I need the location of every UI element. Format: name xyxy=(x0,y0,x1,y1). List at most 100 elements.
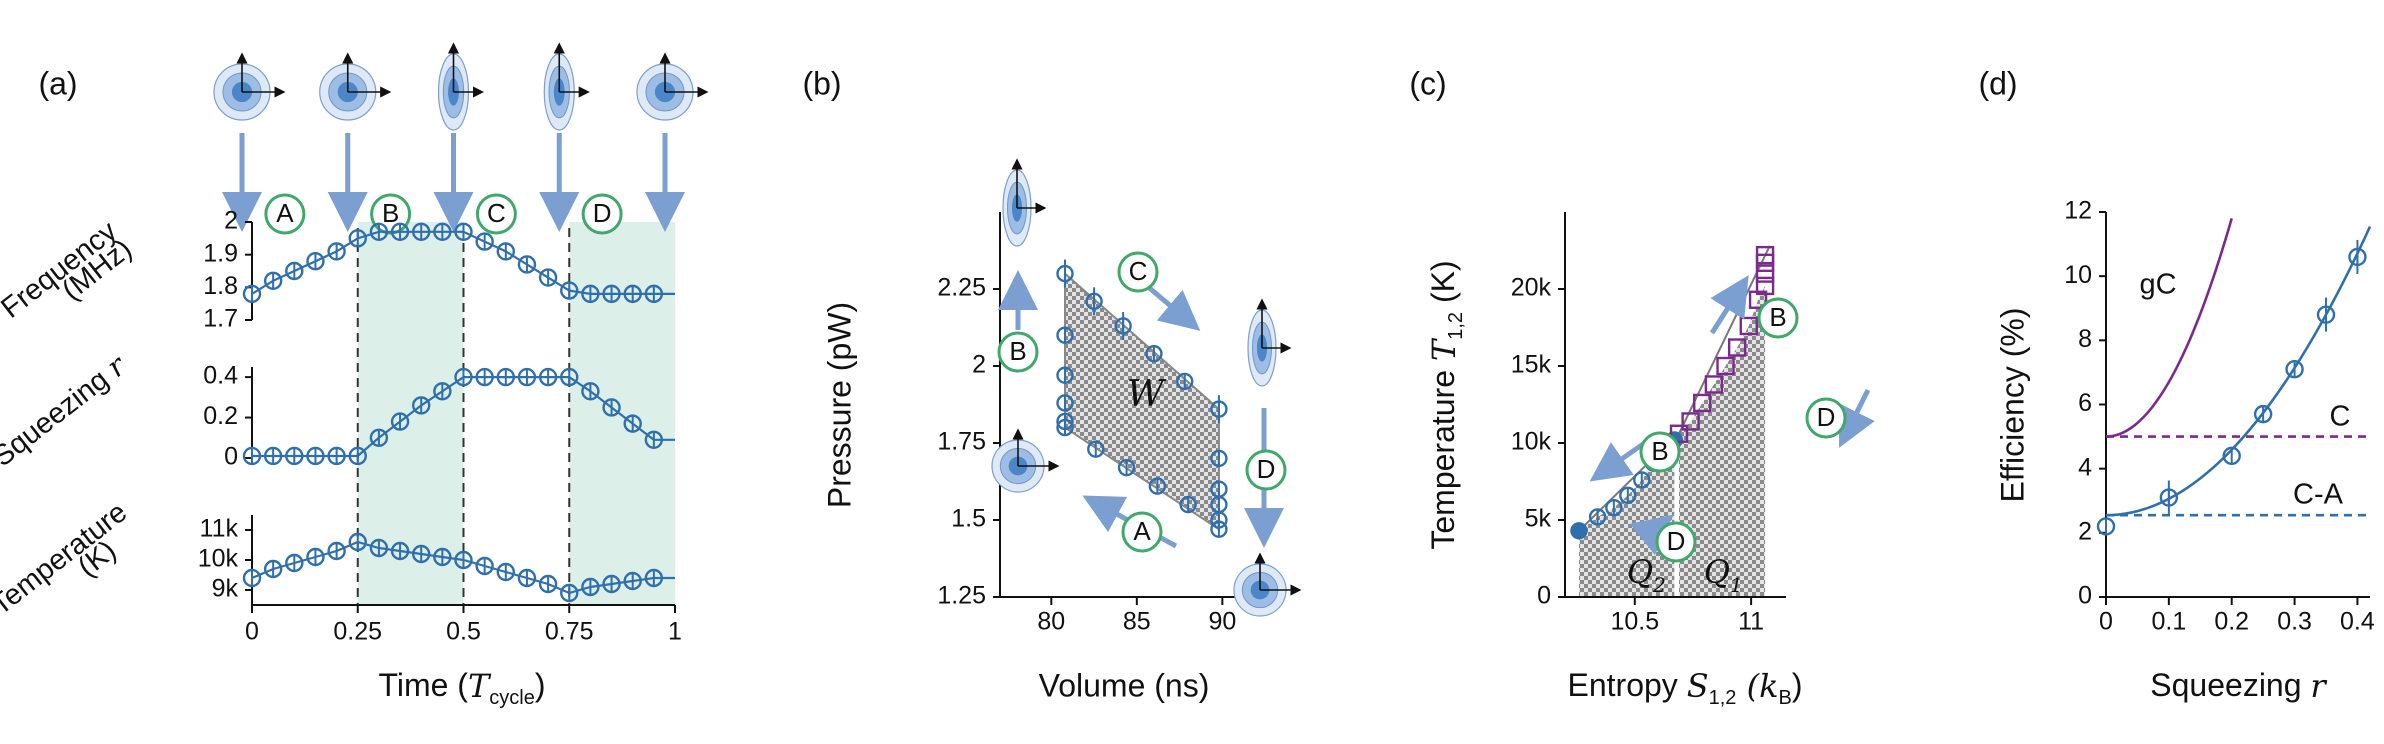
y-axis-label: Squeezing r xyxy=(0,347,134,473)
data-point xyxy=(623,571,642,591)
data-point xyxy=(623,414,642,433)
data-point-t1 xyxy=(1704,375,1724,394)
data-point xyxy=(1148,477,1167,495)
x-axis-label: Squeezing r xyxy=(2150,667,2327,705)
stroke-badge-B: B xyxy=(370,193,412,235)
data-point xyxy=(496,367,515,387)
data-point xyxy=(390,412,410,431)
state-icon-4 xyxy=(636,52,709,121)
x-tick-label: 80 xyxy=(1037,608,1065,636)
line-label-C-A: C-A xyxy=(2293,479,2344,511)
state-icon-top-left xyxy=(1002,158,1047,247)
stroke-badge-D-ring xyxy=(1245,449,1287,491)
stroke-badge-D-upper: D xyxy=(1805,397,1847,439)
data-point xyxy=(1210,449,1228,468)
data-point xyxy=(1056,326,1074,344)
data-point xyxy=(517,367,537,387)
data-point xyxy=(538,574,558,594)
data-point xyxy=(454,367,473,387)
stroke-badge-A: A xyxy=(264,193,306,235)
data-point xyxy=(306,547,325,567)
y-tick-label: 0.4 xyxy=(203,362,238,390)
stroke-badge-A-ring xyxy=(1121,511,1163,553)
data-point xyxy=(2222,446,2241,466)
data-point xyxy=(560,583,579,603)
y-tick-label: 1.25 xyxy=(937,582,986,610)
stroke-arrow-d-upper xyxy=(1839,388,1875,448)
data-point xyxy=(285,261,304,281)
data-point xyxy=(242,284,262,304)
y-tick-label: 8 xyxy=(2078,325,2092,353)
state-icon-1 xyxy=(319,52,392,121)
data-point xyxy=(1117,458,1136,477)
data-point xyxy=(602,284,621,304)
stroke-badge-B-letter: B xyxy=(382,198,399,228)
data-point-t1 xyxy=(1727,338,1747,357)
data-point-t2 xyxy=(1605,498,1623,517)
data-point xyxy=(538,367,558,387)
data-point xyxy=(602,574,621,594)
line-label-gC: gC xyxy=(2139,269,2176,301)
y-tick-label: 2 xyxy=(224,207,238,235)
y-tick-label: 1.75 xyxy=(937,428,986,456)
data-point-t1 xyxy=(1755,276,1775,296)
y-axis-label: Efficiency (%) xyxy=(1994,307,2030,502)
data-point-t2 xyxy=(1570,522,1588,540)
stroke-badge-A-letter: A xyxy=(1133,516,1151,546)
data-point xyxy=(475,556,494,576)
y-tick-label: 10 xyxy=(2064,261,2092,289)
x-tick-label: 10.5 xyxy=(1610,608,1659,636)
x-tick-label: 0.2 xyxy=(2214,608,2249,636)
data-point xyxy=(454,222,473,242)
stroke-badge-D: D xyxy=(1245,449,1287,491)
state-icon-3 xyxy=(543,42,590,131)
data-point xyxy=(644,430,664,449)
stroke-badge-D-letter: D xyxy=(1257,454,1276,484)
y-axis-label: Pressure (pW) xyxy=(821,302,857,508)
data-point xyxy=(263,446,283,466)
y-tick-label: 0 xyxy=(224,443,238,471)
data-point xyxy=(2253,404,2273,424)
data-point xyxy=(390,541,410,561)
x-tick-label: 0.1 xyxy=(2151,608,2186,636)
data-point xyxy=(1056,366,1074,384)
data-point xyxy=(369,428,389,447)
y-tick-label: 11k xyxy=(200,515,239,543)
x-axis-label: Volume (ns) xyxy=(1039,667,1210,703)
stroke-badge-A: A xyxy=(1121,511,1163,553)
y-tick-label: 2.25 xyxy=(937,274,986,302)
data-point xyxy=(496,562,515,582)
state-icon-bottom-right xyxy=(1233,552,1302,617)
data-point xyxy=(285,446,304,466)
y-tick-label: 0 xyxy=(1537,582,1551,610)
data-point xyxy=(1087,440,1105,458)
panel-a-label: (a) xyxy=(38,65,77,101)
stroke-badge-B-letter: B xyxy=(1009,336,1026,366)
data-point xyxy=(348,532,367,552)
stroke-badge-B-lower: B xyxy=(1639,431,1681,473)
data-point-t2 xyxy=(1633,471,1651,489)
stroke-badge-D-lower-letter: D xyxy=(1667,526,1686,556)
y-tick-label: 2 xyxy=(2078,517,2092,545)
stroke-badge-D-ring xyxy=(581,193,623,235)
data-point xyxy=(2096,517,2116,536)
stroke-badge-C: C xyxy=(1117,251,1159,293)
data-point xyxy=(1210,520,1228,538)
data-point xyxy=(369,222,389,242)
x-tick-label: 0 xyxy=(2099,608,2113,636)
state-icon-0 xyxy=(213,52,286,121)
panel-b-label: (b) xyxy=(802,65,841,101)
data-point-t1 xyxy=(1755,245,1775,265)
data-point xyxy=(306,446,325,466)
stroke-badge-B-upper-ring xyxy=(1757,297,1799,339)
y-tick-label: 15k xyxy=(1511,351,1552,379)
data-point xyxy=(644,568,664,588)
data-point xyxy=(1176,372,1194,391)
y-tick-label: 1.7 xyxy=(203,305,238,333)
data-point xyxy=(644,284,664,304)
y-tick-label: 1.5 xyxy=(951,505,986,533)
data-point xyxy=(348,229,367,248)
x-tick-label: 0.3 xyxy=(2277,608,2312,636)
data-point xyxy=(285,553,304,573)
